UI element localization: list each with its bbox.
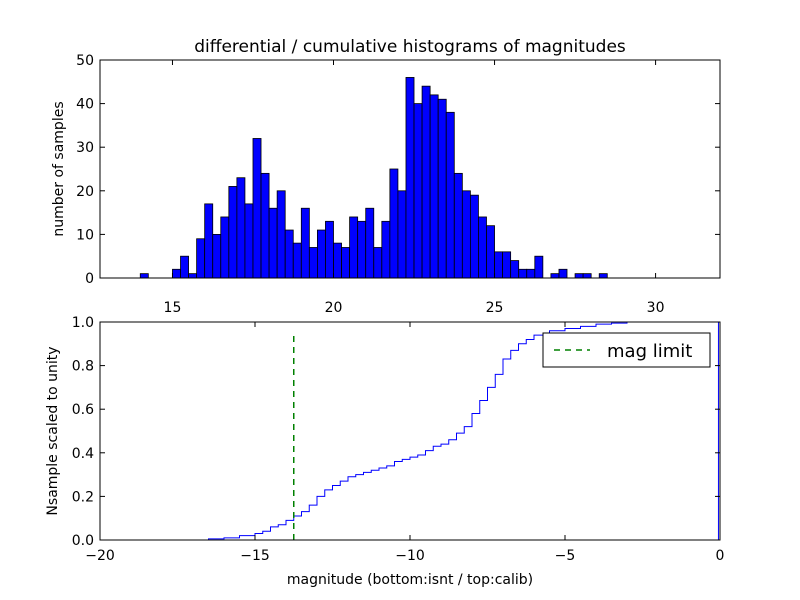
histogram-bar bbox=[268, 207, 278, 279]
histogram-bar bbox=[413, 103, 423, 279]
histogram-bar bbox=[276, 190, 286, 279]
histogram-bar bbox=[212, 233, 222, 279]
histogram-bar bbox=[292, 242, 302, 279]
x-tick-label: 30 bbox=[647, 300, 665, 316]
y-tick-label: 0.4 bbox=[72, 446, 94, 462]
top-plot-frame bbox=[99, 59, 721, 279]
histogram-bar bbox=[308, 247, 318, 279]
legend: mag limit bbox=[542, 332, 711, 368]
bottom-y-axis-label: Nsample scaled to unity bbox=[45, 346, 61, 515]
histogram-bar bbox=[494, 251, 503, 279]
histogram-bar bbox=[317, 229, 326, 279]
histogram-bar bbox=[260, 172, 270, 279]
histogram-bar bbox=[421, 85, 431, 279]
y-tick-label: 0.0 bbox=[72, 533, 94, 549]
histogram-bar bbox=[373, 247, 383, 279]
histogram-bar bbox=[461, 190, 471, 279]
histogram-bar bbox=[333, 242, 342, 279]
histogram-bar bbox=[325, 220, 334, 279]
histogram-bar bbox=[510, 260, 520, 279]
x-tick-label: 25 bbox=[486, 300, 504, 316]
bottom-y-ticks: 0.0 0.2 0.4 0.6 0.8 1.0 bbox=[72, 315, 720, 549]
histogram-bar bbox=[445, 111, 455, 279]
histogram-bar bbox=[582, 273, 592, 279]
histogram-bar bbox=[598, 273, 608, 279]
top-histogram-bars bbox=[139, 77, 608, 279]
histogram-bar bbox=[244, 203, 254, 279]
bottom-plot-lines bbox=[100, 321, 719, 541]
histogram-bar bbox=[365, 207, 375, 279]
cumulative-step-line bbox=[100, 321, 719, 541]
y-tick-label: 50 bbox=[76, 53, 94, 69]
histogram-bar bbox=[300, 207, 310, 279]
x-tick-label: −10 bbox=[395, 548, 425, 564]
top-y-ticks: 0 10 20 30 40 50 bbox=[76, 53, 720, 287]
legend-label-mag-limit: mag limit bbox=[607, 341, 692, 362]
y-tick-label: 40 bbox=[76, 97, 94, 113]
histogram-bar bbox=[341, 247, 351, 279]
histogram-bar bbox=[526, 268, 536, 279]
bottom-cumulative-panel: −20 −15 −10 −5 0 0.0 0.2 0.4 0.6 0.8 1.0 magnitud… bbox=[45, 315, 724, 588]
x-tick-label: −5 bbox=[555, 548, 576, 564]
histogram-bar bbox=[204, 203, 214, 279]
histogram-bar bbox=[437, 98, 447, 279]
bottom-x-axis-label: magnitude (bottom:isnt / top:calib) bbox=[287, 572, 533, 588]
top-y-axis-label: number of samples bbox=[51, 101, 67, 236]
y-tick-label: 1.0 bbox=[72, 315, 94, 331]
histogram-bar bbox=[534, 255, 544, 279]
histogram-bar bbox=[469, 194, 479, 279]
top-chart-title: differential / cumulative histograms of … bbox=[194, 37, 626, 57]
histogram-bar bbox=[180, 255, 189, 279]
histogram-bar bbox=[558, 268, 568, 279]
histogram-bar bbox=[172, 268, 181, 279]
y-tick-label: 0 bbox=[85, 271, 94, 287]
histogram-bar bbox=[389, 168, 399, 279]
top-histogram-panel: differential / cumulative histograms of … bbox=[51, 37, 721, 316]
y-tick-label: 10 bbox=[76, 227, 94, 243]
histogram-bar bbox=[349, 216, 359, 279]
histogram-bar bbox=[196, 238, 206, 279]
histogram-bar bbox=[228, 186, 238, 279]
x-tick-label: 0 bbox=[716, 548, 725, 564]
x-tick-label: 20 bbox=[325, 300, 343, 316]
x-tick-label: 15 bbox=[164, 300, 182, 316]
y-tick-label: 30 bbox=[76, 140, 94, 156]
histogram-bar bbox=[236, 177, 246, 279]
y-tick-label: 0.2 bbox=[72, 489, 94, 505]
y-tick-label: 0.6 bbox=[72, 402, 94, 418]
histogram-bar bbox=[574, 273, 584, 279]
y-tick-label: 20 bbox=[76, 184, 94, 200]
histogram-bar bbox=[284, 229, 294, 279]
histogram-bar bbox=[550, 273, 560, 279]
histogram-bar bbox=[502, 251, 512, 279]
histogram-bar bbox=[357, 220, 367, 279]
x-tick-label: −20 bbox=[85, 548, 115, 564]
histogram-bar bbox=[486, 225, 495, 279]
histogram-bar bbox=[518, 268, 528, 279]
y-tick-label: 0.8 bbox=[72, 359, 94, 375]
histogram-bar bbox=[381, 220, 391, 279]
histogram-bar bbox=[252, 138, 262, 279]
histogram-bar bbox=[397, 190, 407, 279]
x-tick-label: −15 bbox=[240, 548, 270, 564]
histogram-bar bbox=[139, 273, 149, 279]
histogram-bar bbox=[188, 273, 198, 279]
histogram-bar bbox=[405, 77, 415, 279]
bottom-x-ticks: −20 −15 −10 −5 0 bbox=[85, 322, 724, 564]
top-x-ticks: 15 20 25 30 bbox=[164, 60, 665, 316]
histogram-bar bbox=[220, 216, 230, 279]
histogram-bar bbox=[453, 172, 463, 279]
histogram-bar bbox=[429, 94, 439, 279]
histogram-bar bbox=[478, 216, 487, 279]
